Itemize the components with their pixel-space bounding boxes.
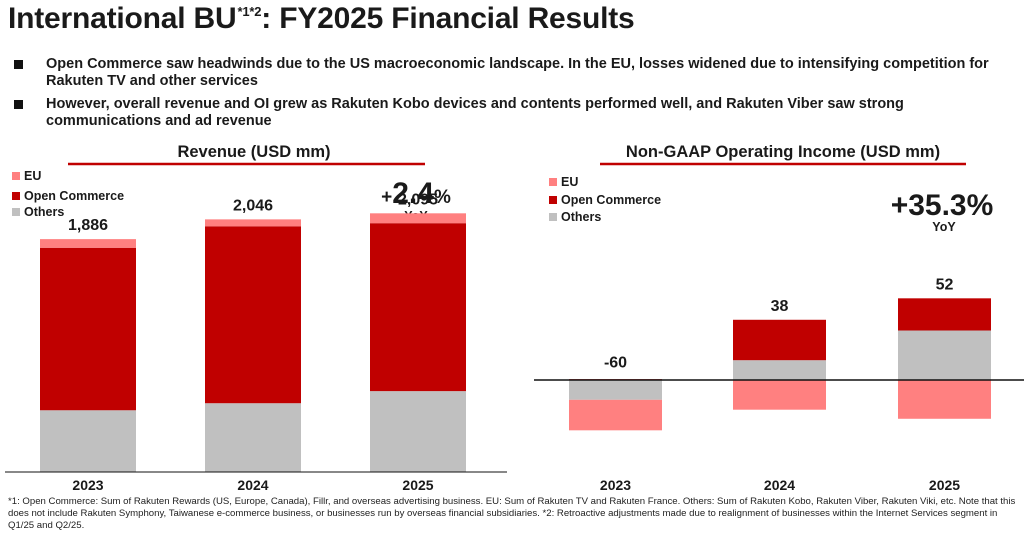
legend-swatch-others xyxy=(12,208,20,216)
bar-open-commerce-2023 xyxy=(40,247,136,411)
bar-others-2024 xyxy=(205,403,301,472)
chart-title: Revenue (USD mm) xyxy=(177,143,330,161)
chart-title: Non-GAAP Operating Income (USD mm) xyxy=(626,143,940,161)
bar-open-commerce-2025 xyxy=(898,298,991,331)
x-tick-label-2025: 2025 xyxy=(402,477,433,493)
bullet-item: Open Commerce saw headwinds due to the U… xyxy=(14,56,1019,90)
revenue-chart: Revenue (USD mm) EU Open Commerce Others… xyxy=(5,143,507,493)
total-label-2025: 52 xyxy=(936,276,954,293)
growth-value: +2.4% xyxy=(381,177,451,210)
bar-eu-2025 xyxy=(898,380,991,419)
legend-label-eu: EU xyxy=(24,169,41,183)
page-title: International BU*1*2: FY2025 Financial R… xyxy=(8,2,635,35)
x-axis-labels: 2023 2024 2025 xyxy=(600,477,960,493)
x-tick-label-2024: 2024 xyxy=(237,477,268,493)
legend-swatch-others xyxy=(549,213,557,221)
bar-others-2025 xyxy=(898,330,991,380)
x-tick-label-2024: 2024 xyxy=(764,477,795,493)
growth-value: +35.3% xyxy=(891,189,994,222)
legend-swatch-eu xyxy=(549,178,557,186)
bar-others-2024 xyxy=(733,360,826,380)
bar-open-commerce-2024 xyxy=(733,319,826,361)
total-label-2023: 1,886 xyxy=(68,217,108,234)
legend-label-others: Others xyxy=(561,210,601,224)
legend-label-open-commerce: Open Commerce xyxy=(561,193,661,207)
legend-label-others: Others xyxy=(24,205,64,219)
legend-swatch-open-commerce xyxy=(549,196,557,204)
bar-eu-2024 xyxy=(733,380,826,410)
growth-callout: +35.3% YoY xyxy=(891,189,994,234)
bar-eu-2025 xyxy=(370,213,466,224)
bullet-item: However, overall revenue and OI grew as … xyxy=(14,96,1019,130)
operating-income-chart: Non-GAAP Operating Income (USD mm) EU Op… xyxy=(534,143,1024,493)
chart-legend: EU Open Commerce Others xyxy=(549,175,661,224)
bar-open-commerce-2025 xyxy=(370,223,466,392)
growth-callout: +2.4% YoY xyxy=(381,177,451,223)
total-label-2024: 38 xyxy=(771,298,789,315)
title-footnote-marker: *1*2 xyxy=(237,4,262,19)
bar-group: 1,886 2,046 2,095 xyxy=(40,191,466,472)
summary-bullets: Open Commerce saw headwinds due to the U… xyxy=(14,56,1019,136)
growth-label: YoY xyxy=(932,220,956,234)
square-bullet-icon xyxy=(14,60,23,69)
chart-legend: EU Open Commerce Others xyxy=(12,169,124,219)
bar-eu-2023 xyxy=(569,399,662,431)
square-bullet-icon xyxy=(14,100,23,109)
legend-label-eu: EU xyxy=(561,175,578,189)
legend-swatch-open-commerce xyxy=(12,192,20,200)
x-tick-label-2023: 2023 xyxy=(72,477,103,493)
x-tick-label-2023: 2023 xyxy=(600,477,631,493)
legend-swatch-eu xyxy=(12,172,20,180)
bar-group: -60 38 52 xyxy=(569,276,991,431)
total-label-2024: 2,046 xyxy=(233,197,273,214)
bar-others-2023 xyxy=(40,410,136,472)
legend-label-open-commerce: Open Commerce xyxy=(24,189,124,203)
bar-others-2025 xyxy=(370,391,466,472)
bar-others-2023 xyxy=(569,380,662,400)
bar-open-commerce-2024 xyxy=(205,226,301,404)
footnote: *1: Open Commerce: Sum of Rakuten Reward… xyxy=(8,496,1016,531)
x-axis-labels: 2023 2024 2025 xyxy=(72,477,433,493)
total-label-2023: -60 xyxy=(604,355,627,372)
bar-eu-2023 xyxy=(40,239,136,248)
x-tick-label-2025: 2025 xyxy=(929,477,960,493)
total-label-2025: 2,095 xyxy=(398,191,438,208)
bar-eu-2024 xyxy=(205,219,301,227)
